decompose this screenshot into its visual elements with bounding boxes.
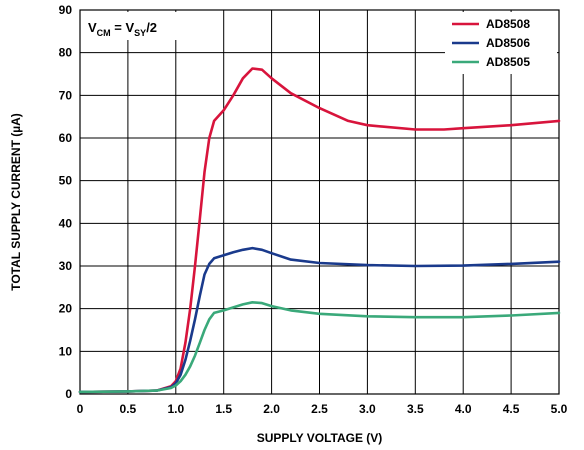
y-tick-label: 30 — [59, 259, 73, 273]
y-tick-label: 90 — [59, 3, 73, 17]
vcm-annotation: VCM = VSY/2 — [82, 12, 202, 40]
x-tick-label: 4.5 — [503, 402, 520, 416]
x-axis-ticks: 0 0.5 1.0 1.5 2.0 2.5 3.0 3.5 4.0 4.5 5.0 — [77, 402, 568, 416]
vcm-annotation-text: VCM = VSY/2 — [88, 20, 157, 38]
x-tick-label: 4.0 — [455, 402, 472, 416]
x-tick-label: 3.0 — [359, 402, 376, 416]
grid-lines — [80, 10, 559, 394]
x-tick-label: 3.5 — [407, 402, 424, 416]
x-tick-label: 0.5 — [120, 402, 137, 416]
y-tick-label: 10 — [59, 344, 73, 358]
y-tick-label: 70 — [59, 88, 73, 102]
y-tick-label: 20 — [59, 302, 73, 316]
series-line-ad8505 — [78, 301, 561, 394]
x-tick-label: 0 — [77, 402, 84, 416]
x-tick-label: 1.5 — [215, 402, 232, 416]
legend-label: AD8505 — [486, 55, 530, 69]
series-line-ad8508 — [78, 67, 561, 394]
series-lines — [78, 67, 561, 394]
x-tick-label: 2.5 — [311, 402, 328, 416]
legend: AD8508 AD8506 AD8505 — [445, 12, 557, 74]
y-tick-label: 40 — [59, 216, 73, 230]
y-tick-label: 60 — [59, 131, 73, 145]
x-tick-label: 5.0 — [551, 402, 568, 416]
series-line-ad8506 — [78, 246, 561, 394]
x-tick-label: 1.0 — [167, 402, 184, 416]
x-axis-label: SUPPLY VOLTAGE (V) — [257, 431, 383, 445]
legend-label: AD8506 — [486, 36, 530, 50]
y-tick-label: 80 — [59, 46, 73, 60]
y-axis-label: TOTAL SUPPLY CURRENT (µA) — [9, 113, 23, 291]
x-tick-label: 2.0 — [263, 402, 280, 416]
legend-label: AD8508 — [486, 17, 530, 31]
y-tick-label: 50 — [59, 174, 73, 188]
y-axis-ticks: 0 10 20 30 40 50 60 70 80 90 — [59, 3, 73, 401]
y-tick-label: 0 — [65, 387, 72, 401]
plot-frame — [79, 9, 560, 395]
